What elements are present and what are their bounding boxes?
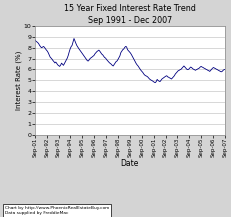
Text: Chart by http://www.PhoenixRealEstateBuy.com
Data supplied by FreddieMac: Chart by http://www.PhoenixRealEstateBuy… bbox=[5, 206, 108, 215]
Y-axis label: Interest Rate (%): Interest Rate (%) bbox=[16, 51, 22, 110]
Title: 15 Year Fixed Interest Rate Trend
Sep 1991 - Dec 2007: 15 Year Fixed Interest Rate Trend Sep 19… bbox=[64, 5, 195, 25]
X-axis label: Date: Date bbox=[120, 159, 139, 168]
